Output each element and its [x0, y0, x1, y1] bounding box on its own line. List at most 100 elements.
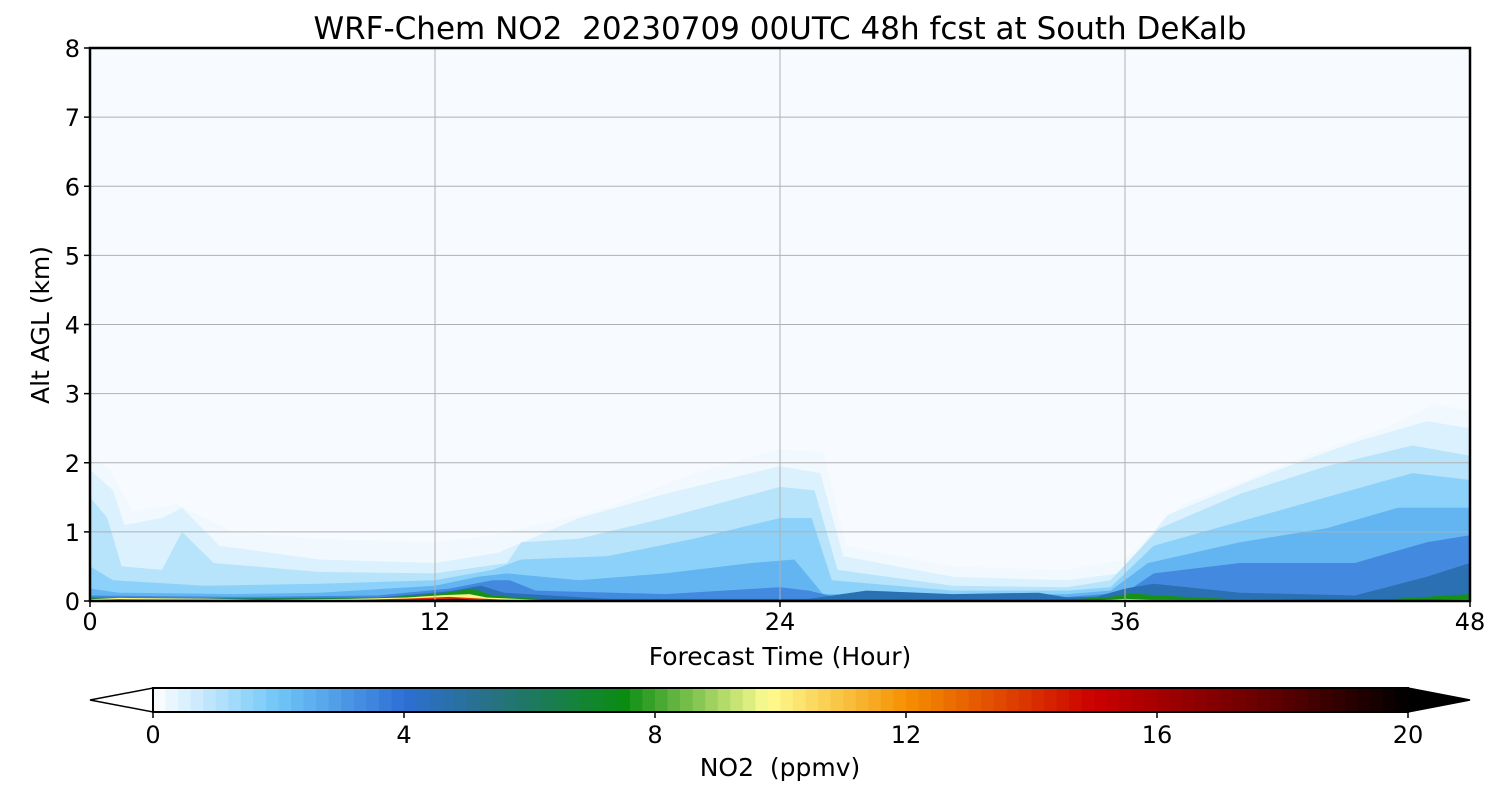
- colorbar-segment-37: [617, 688, 631, 712]
- colorbar-segment-28: [504, 688, 518, 712]
- colorbar-segment-73: [1069, 688, 1083, 712]
- colorbar-segment-88: [1257, 688, 1271, 712]
- colorbar-segment-50: [780, 688, 794, 712]
- colorbar-segment-31: [542, 688, 556, 712]
- colorbar-segment-54: [830, 688, 844, 712]
- colorbar-segment-78: [1131, 688, 1146, 712]
- colorbar-segment-27: [491, 688, 505, 712]
- colorbar-segment-5: [215, 688, 229, 712]
- colorbar-segment-13: [316, 688, 330, 712]
- colorbar-segment-99: [1395, 688, 1409, 712]
- colorbar-segment-12: [303, 688, 317, 712]
- y-tick-label-8: 8: [65, 35, 80, 63]
- colorbar-segment-18: [378, 688, 393, 712]
- colorbar-segment-0: [153, 688, 167, 712]
- colorbar-segment-19: [391, 688, 405, 712]
- colorbar-segment-81: [1169, 688, 1183, 712]
- colorbar-segment-43: [692, 688, 706, 712]
- y-tick-label-2: 2: [65, 450, 80, 478]
- colorbar-segment-22: [429, 688, 443, 712]
- x-tick-label-0: 0: [82, 608, 97, 636]
- chart-title: WRF-Chem NO2 20230709 00UTC 48h fcst at …: [313, 11, 1246, 47]
- colorbar-segment-86: [1232, 688, 1246, 712]
- colorbar-label: NO2 (ppmv): [700, 753, 861, 782]
- x-tick-label-2: 24: [765, 608, 796, 636]
- colorbar-segment-17: [366, 688, 380, 712]
- colorbar-segment-79: [1144, 688, 1158, 712]
- colorbar-segment-47: [742, 688, 756, 712]
- colorbar-tick-label-5: 20: [1393, 721, 1424, 749]
- colorbar-segment-59: [893, 688, 907, 712]
- x-tick-label-3: 36: [1110, 608, 1141, 636]
- colorbar-segment-26: [479, 688, 493, 712]
- colorbar-segment-52: [805, 688, 819, 712]
- colorbar-segment-71: [1044, 688, 1058, 712]
- y-tick-label-6: 6: [65, 173, 80, 201]
- colorbar-segment-32: [554, 688, 568, 712]
- x-axis-label: Forecast Time (Hour): [649, 642, 912, 671]
- colorbar-segment-44: [705, 688, 719, 712]
- colorbar-segment-9: [265, 688, 280, 712]
- colorbar-segment-92: [1307, 688, 1321, 712]
- colorbar-segment-87: [1244, 688, 1258, 712]
- colorbar-segment-34: [579, 688, 593, 712]
- colorbar-segment-15: [341, 688, 355, 712]
- colorbar-segment-60: [906, 688, 920, 712]
- y-tick-label-7: 7: [65, 104, 80, 132]
- colorbar-segment-58: [880, 688, 895, 712]
- colorbar-segment-98: [1382, 688, 1397, 712]
- colorbar-segment-90: [1282, 688, 1296, 712]
- colorbar-segment-64: [956, 688, 970, 712]
- colorbar-segment-11: [291, 688, 305, 712]
- colorbar-segment-35: [592, 688, 606, 712]
- colorbar-segment-72: [1056, 688, 1070, 712]
- colorbar-segment-40: [655, 688, 669, 712]
- colorbar-segment-82: [1182, 688, 1196, 712]
- colorbar-segment-20: [404, 688, 418, 712]
- colorbar-segment-33: [567, 688, 581, 712]
- y-tick-label-3: 3: [65, 381, 80, 409]
- x-tick-label-1: 12: [420, 608, 451, 636]
- colorbar-segment-48: [755, 688, 769, 712]
- colorbar-segment-68: [1006, 688, 1020, 712]
- colorbar-segment-62: [931, 688, 945, 712]
- colorbar-segment-4: [203, 688, 217, 712]
- colorbar-segment-96: [1357, 688, 1371, 712]
- y-tick-label-5: 5: [65, 242, 80, 270]
- colorbar-segment-14: [328, 688, 342, 712]
- colorbar-tick-label-2: 8: [647, 721, 662, 749]
- colorbar-segment-7: [240, 688, 254, 712]
- colorbar-segment-63: [943, 688, 957, 712]
- colorbar-segment-65: [968, 688, 982, 712]
- colorbar-segment-24: [454, 688, 468, 712]
- colorbar-segment-80: [1157, 688, 1171, 712]
- colorbar-segment-36: [604, 688, 618, 712]
- colorbar-segment-6: [228, 688, 242, 712]
- colorbar-segment-94: [1332, 688, 1346, 712]
- colorbar-segment-1: [165, 688, 179, 712]
- colorbar-segment-41: [667, 688, 681, 712]
- colorbar-max-extend: [1407, 687, 1471, 713]
- colorbar-segment-25: [466, 688, 480, 712]
- colorbar-segment-97: [1370, 688, 1384, 712]
- colorbar-segment-10: [278, 688, 292, 712]
- y-tick-label-0: 0: [65, 588, 80, 616]
- x-axis-ticks: 0 12 24 36 48: [82, 601, 1485, 636]
- colorbar-min-extend: [89, 687, 154, 713]
- colorbar-segment-38: [629, 688, 644, 712]
- colorbar-segment-70: [1031, 688, 1045, 712]
- colorbar-segment-85: [1219, 688, 1233, 712]
- colorbar-tick-label-1: 4: [396, 721, 411, 749]
- colorbar-segment-66: [981, 688, 995, 712]
- x-tick-label-4: 48: [1455, 608, 1486, 636]
- colorbar-segment-57: [868, 688, 882, 712]
- colorbar: [89, 687, 1471, 713]
- colorbar-segment-3: [190, 688, 204, 712]
- colorbar-segment-67: [993, 688, 1007, 712]
- colorbar-segment-46: [730, 688, 744, 712]
- colorbar-segment-84: [1207, 688, 1221, 712]
- colorbar-segment-77: [1119, 688, 1133, 712]
- colorbar-segment-49: [767, 688, 782, 712]
- y-tick-label-4: 4: [65, 312, 80, 340]
